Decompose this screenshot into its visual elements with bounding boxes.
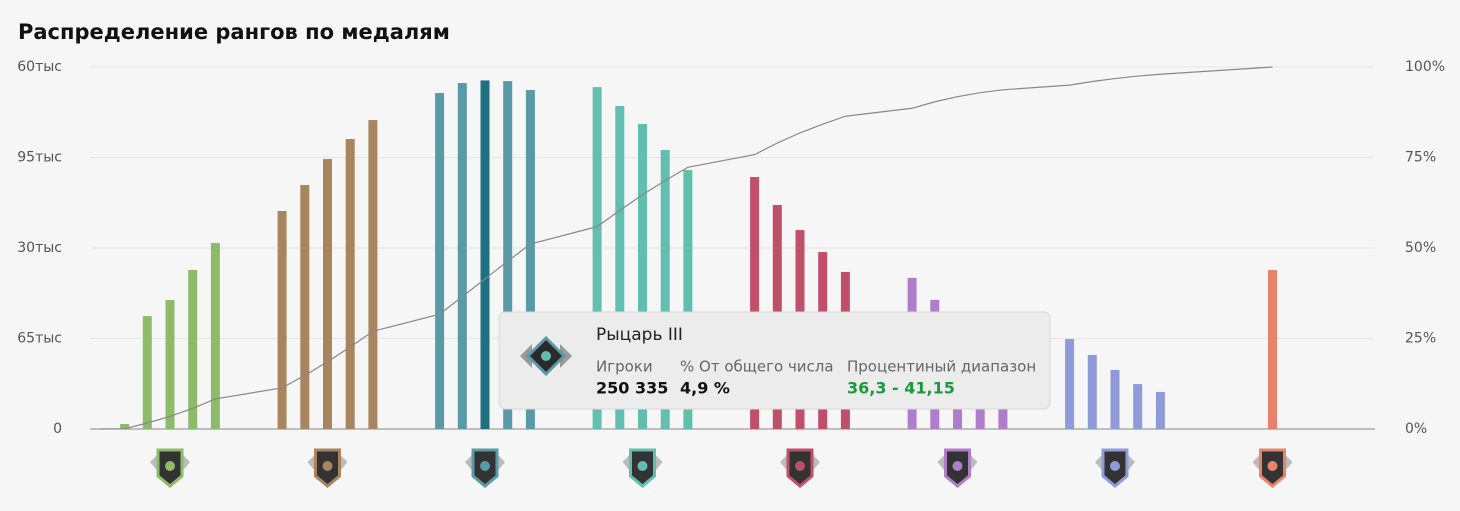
y-tick-label: 60тыс [17, 59, 62, 75]
bar [188, 269, 198, 429]
bar [277, 210, 287, 429]
y2-tick-label: 50% [1405, 240, 1436, 256]
medal-icon [780, 448, 820, 488]
bar [503, 81, 513, 429]
bar [368, 120, 378, 429]
bar [210, 242, 220, 429]
tooltip-value: 250 335 [596, 379, 668, 398]
medal-gem [952, 461, 963, 471]
medal-gem [165, 461, 175, 471]
bar [525, 89, 535, 429]
icon-gem [541, 351, 551, 361]
bar [165, 300, 175, 429]
bar [1155, 391, 1165, 429]
bar [1110, 369, 1120, 429]
medal-gem [637, 461, 648, 471]
tooltip-label: Процентиный диапазон [847, 358, 1036, 376]
bar [120, 423, 130, 429]
bar [457, 83, 467, 429]
medal-icon [1252, 448, 1293, 488]
y-tick-label: 65тыс [17, 331, 62, 347]
y2-tick-label: 25% [1405, 331, 1436, 347]
bar [435, 93, 445, 429]
tooltip: Рыцарь III Игроки 250 335 % От общего числа… [498, 311, 1051, 410]
medal-gem [480, 461, 490, 471]
tooltip-label: % От общего числа [680, 358, 834, 376]
medal-gem [322, 461, 333, 471]
medal-icon [150, 448, 190, 488]
bar [638, 123, 647, 430]
tooltip-label: Игроки [596, 358, 653, 376]
bar [480, 80, 490, 429]
bar [660, 149, 670, 429]
tooltip-value: 4,9 % [680, 379, 730, 398]
bar [1087, 354, 1097, 429]
medal-icon [937, 448, 978, 488]
tooltip-title: Рыцарь III [596, 325, 683, 345]
y-tick-label: 30тыс [17, 240, 62, 256]
bar [683, 170, 693, 429]
bar [345, 138, 355, 430]
y-tick-label: 0 [53, 421, 62, 437]
bar [142, 316, 152, 429]
bar [1065, 339, 1075, 429]
medal-icon [307, 448, 348, 488]
medal-icon [622, 448, 663, 488]
bar [750, 176, 760, 429]
y-tick-label: 95тыс [17, 150, 62, 166]
cumulative-line [99, 66, 1273, 430]
medal-icon [465, 448, 505, 488]
medal-gem [1110, 461, 1120, 471]
tooltip-box [498, 311, 1051, 410]
bar [300, 185, 310, 429]
medal-gem [795, 461, 805, 471]
bar [323, 159, 332, 429]
y2-tick-label: 100% [1405, 59, 1445, 75]
y2-tick-label: 75% [1405, 150, 1436, 166]
tooltip-icon [520, 335, 572, 377]
bar [592, 87, 602, 430]
medal-gem [1267, 461, 1278, 471]
bar [1268, 269, 1277, 429]
tooltip-value: 36,3 - 41,15 [847, 379, 955, 398]
chart-title: Распределение рангов по медалям [18, 20, 450, 44]
bar [1133, 384, 1143, 429]
medal-icon [1095, 448, 1135, 488]
bar [615, 105, 625, 429]
y2-tick-label: 0% [1405, 421, 1427, 437]
